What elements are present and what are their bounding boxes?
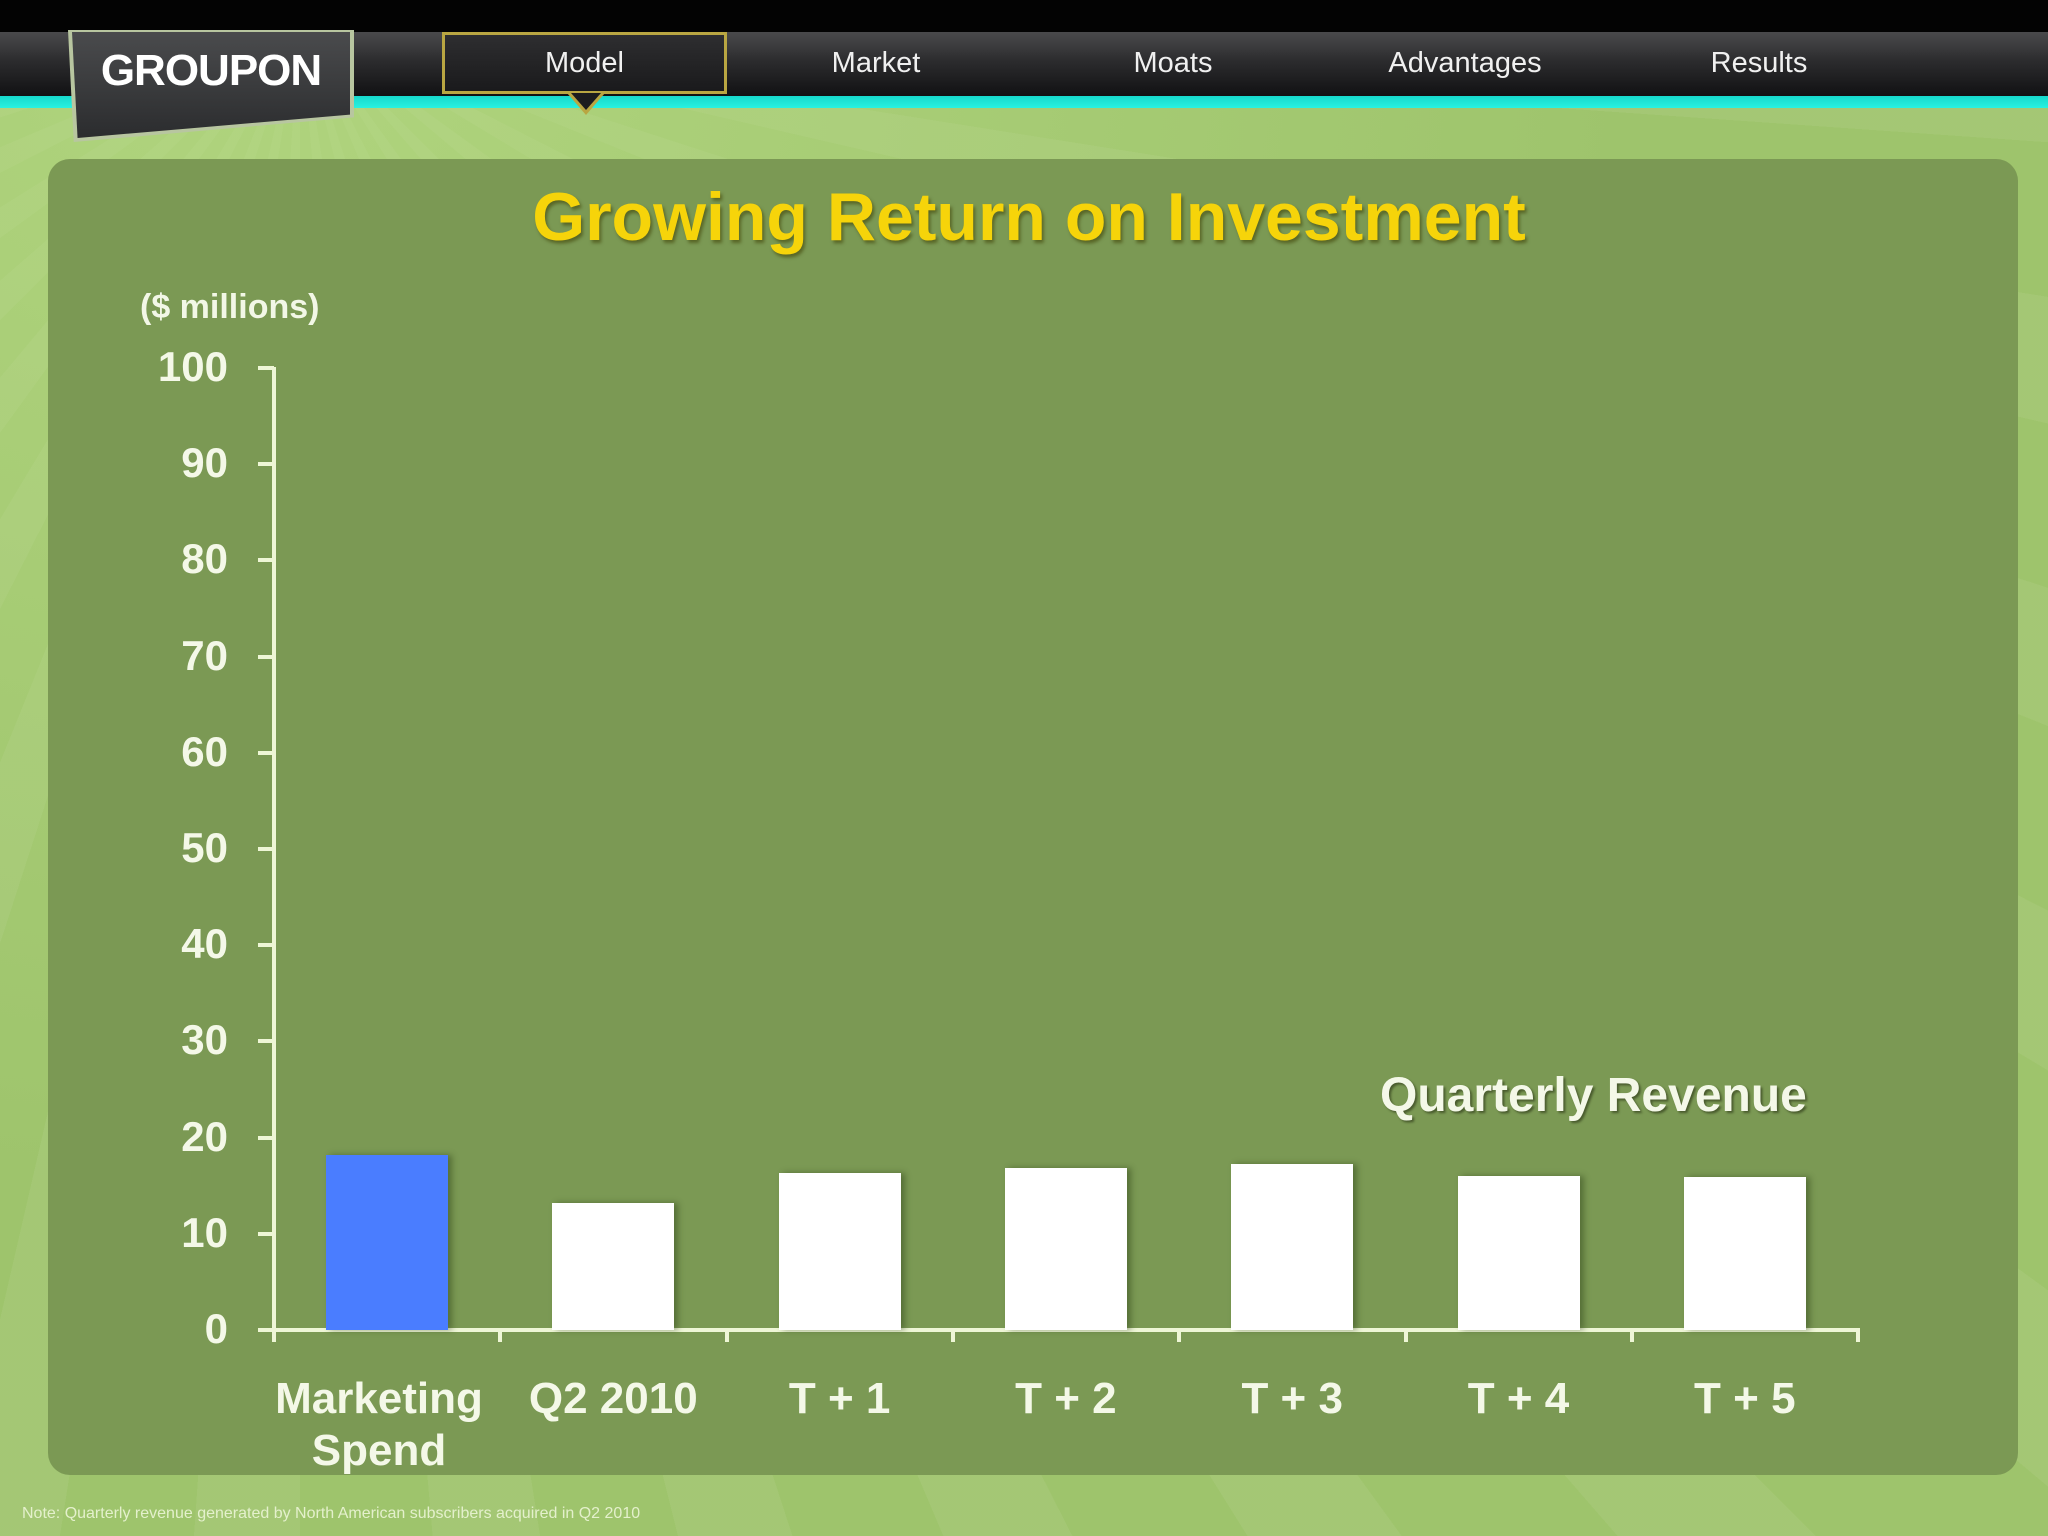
x-tick-mark (1177, 1328, 1182, 1342)
x-tick-mark (272, 1328, 276, 1342)
active-tab-pointer-fill (571, 93, 601, 110)
y-tick-label: 0 (204, 1305, 228, 1352)
x-axis (258, 1328, 1858, 1332)
x-tick-mark (498, 1328, 503, 1342)
y-tick-mark (258, 1135, 274, 1140)
y-tick-mark (258, 943, 274, 948)
logo-text: GROUPON (100, 46, 322, 95)
x-tick-mark (1629, 1328, 1634, 1342)
tab-moats[interactable]: Moats (1133, 47, 1213, 79)
x-category-label: T + 4 (1467, 1374, 1570, 1423)
bar-t-5 (1683, 1177, 1806, 1330)
bar-t-3 (1231, 1163, 1354, 1330)
y-tick-label: 60 (181, 727, 228, 775)
x-category-label: T + 5 (1694, 1374, 1796, 1423)
y-tick-mark (258, 750, 274, 755)
y-tick-mark (258, 1231, 274, 1236)
x-category-label: T + 2 (1015, 1374, 1117, 1423)
nav-accent-stripe (0, 96, 2048, 108)
bar-t-4 (1457, 1176, 1580, 1330)
y-tick-label: 80 (181, 535, 228, 583)
footnote: Note: Quarterly revenue generated by Nor… (22, 1505, 641, 1522)
y-tick-mark (258, 654, 274, 659)
tab-results[interactable]: Results (1710, 47, 1808, 79)
y-axis-unit-label: ($ millions) (140, 288, 320, 326)
y-tick-label: 100 (157, 343, 228, 390)
y-tick-label: 50 (181, 824, 228, 871)
slide-title: Growing Return on Investment (532, 179, 1526, 255)
y-tick-mark (258, 1039, 274, 1044)
x-category-label: Marketing Spend (275, 1374, 483, 1475)
y-tick-label: 70 (181, 631, 228, 679)
y-tick-label: 30 (181, 1016, 228, 1064)
y-tick-label: 40 (181, 920, 228, 968)
y-tick-label: 10 (181, 1208, 228, 1256)
y-tick-mark (258, 558, 274, 563)
y-tick-mark (258, 366, 274, 370)
x-category-label: T + 1 (788, 1374, 891, 1423)
x-tick-mark (1856, 1328, 1861, 1342)
tab-market[interactable]: Market (831, 47, 921, 79)
bar-t-1 (778, 1173, 901, 1330)
x-tick-mark (950, 1328, 955, 1342)
x-category-label: Q2 2010 (528, 1374, 698, 1423)
y-tick-label: 90 (181, 439, 228, 487)
x-category-label: T + 3 (1241, 1374, 1343, 1423)
bar-t-2 (1005, 1168, 1128, 1330)
bar-marketing-spend (326, 1154, 449, 1330)
y-tick-mark (258, 847, 274, 851)
tab-model[interactable]: Model (442, 32, 727, 94)
y-tick-label: 20 (181, 1112, 228, 1160)
x-tick-mark (1403, 1328, 1408, 1342)
tab-advantages[interactable]: Advantages (1388, 47, 1542, 79)
series-annotation: Quarterly Revenue (1380, 1069, 1807, 1122)
y-axis (272, 367, 276, 1334)
y-tick-mark (258, 462, 274, 467)
top-black-bar (0, 0, 2048, 32)
bar-q2-2010 (552, 1203, 675, 1330)
x-tick-mark (724, 1328, 729, 1342)
